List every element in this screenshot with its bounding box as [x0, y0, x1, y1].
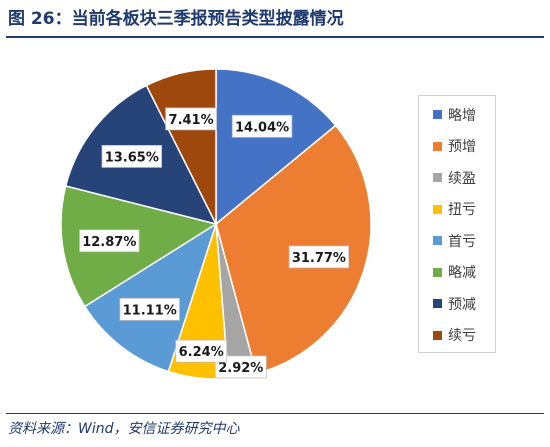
- pie-chart: 14.04% 31.77% 2.92%6.24% 11.11% 12.87% 13.65%…: [60, 68, 372, 380]
- footer-divider: [6, 413, 544, 414]
- legend-item-2: 预增: [419, 131, 495, 163]
- legend-item-4: 扭亏: [419, 194, 495, 226]
- slice-label-4: 6.24%: [175, 339, 228, 363]
- chart-legend: 略增预增续盈扭亏首亏略减预减续亏: [418, 95, 496, 353]
- legend-swatch: [433, 299, 442, 309]
- legend-label: 预减: [448, 296, 476, 313]
- legend-label: 续亏: [448, 328, 476, 345]
- legend-label: 略增: [448, 107, 476, 124]
- legend-label: 扭亏: [448, 202, 476, 219]
- slice-label-7: 13.65%: [101, 145, 162, 168]
- slice-label-2: 31.77%: [288, 245, 350, 269]
- legend-swatch: [433, 267, 442, 277]
- svg-text:12.87%: 12.87%: [82, 235, 136, 250]
- slice-label-5: 11.11%: [119, 297, 180, 321]
- legend-swatch: [433, 330, 442, 340]
- legend-swatch: [433, 110, 442, 120]
- legend-label: 首亏: [448, 233, 476, 250]
- legend-item-8: 续亏: [419, 320, 495, 352]
- legend-swatch: [433, 204, 442, 214]
- pie-slice-1: [215, 68, 337, 226]
- legend-item-1: 略增: [419, 99, 495, 131]
- slice-label-6: 12.87%: [79, 229, 140, 253]
- svg-text:31.77%: 31.77%: [292, 251, 346, 266]
- slice-label-3: 2.92%: [214, 355, 267, 379]
- legend-label: 略减: [448, 265, 476, 282]
- legend-label: 预增: [448, 139, 476, 156]
- pie-slice-5: [83, 222, 218, 373]
- slice-label-1: 14.04%: [231, 114, 293, 138]
- legend-item-3: 续盈: [419, 162, 495, 194]
- svg-text:14.04%: 14.04%: [235, 120, 289, 135]
- legend-swatch: [433, 173, 442, 183]
- legend-label: 续盈: [448, 170, 476, 187]
- legend-swatch: [433, 141, 442, 151]
- svg-text:13.65%: 13.65%: [105, 150, 159, 165]
- legend-swatch: [433, 236, 442, 246]
- title-divider: [6, 36, 544, 38]
- source-note: 资料来源：Wind，安信证券研究中心: [8, 421, 240, 437]
- legend-item-6: 略减: [419, 257, 495, 289]
- slice-label-8: 7.41%: [165, 107, 218, 131]
- svg-text:7.41%: 7.41%: [169, 113, 214, 128]
- svg-text:6.24%: 6.24%: [179, 345, 224, 360]
- legend-item-7: 预减: [419, 288, 495, 320]
- legend-item-5: 首亏: [419, 225, 495, 257]
- svg-text:11.11%: 11.11%: [123, 303, 177, 318]
- figure-title: 图 26：当前各板块三季报预告类型披露情况: [8, 9, 344, 29]
- svg-text:2.92%: 2.92%: [218, 361, 263, 376]
